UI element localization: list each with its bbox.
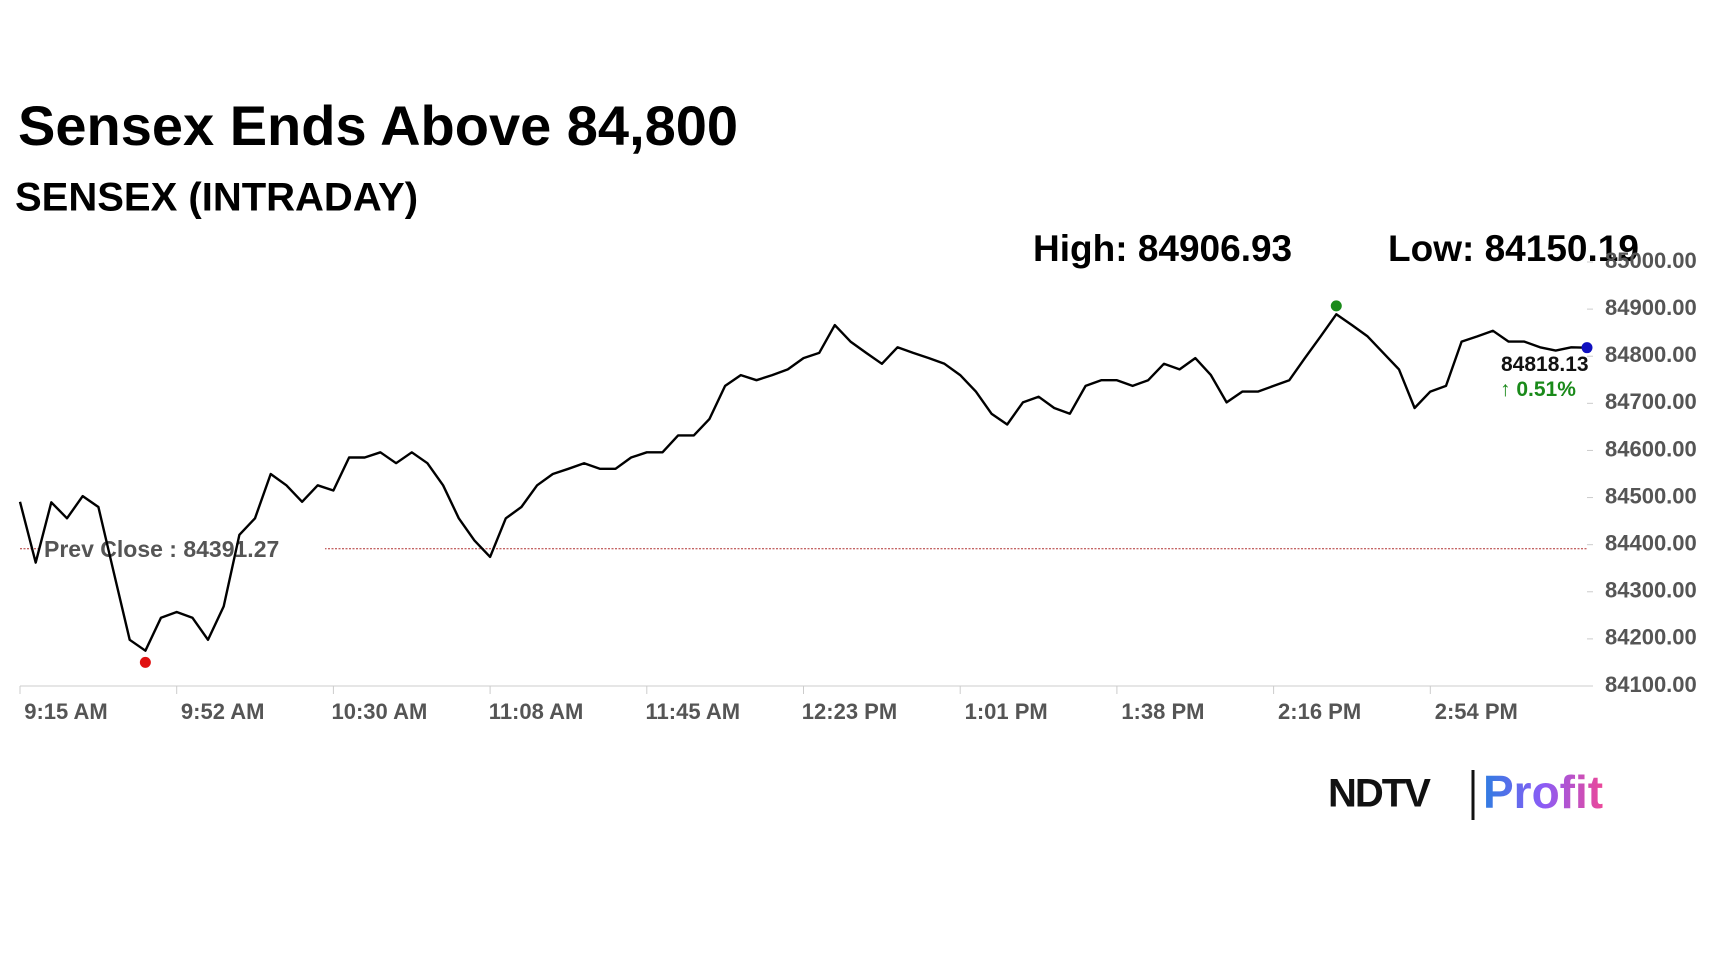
last-value-label: 84818.13 bbox=[1501, 353, 1589, 376]
high-value: 84906.93 bbox=[1138, 228, 1292, 269]
prev-close-value: 84391.27 bbox=[183, 536, 279, 562]
low-label: Low: bbox=[1388, 228, 1474, 269]
last-marker bbox=[1581, 342, 1593, 354]
y-tick-label: 84600.00 bbox=[1605, 436, 1697, 461]
y-tick-label: 84100.00 bbox=[1605, 672, 1697, 697]
prev-close-bg bbox=[40, 532, 325, 565]
high-text: High: 84906.93 bbox=[1033, 228, 1292, 269]
chart-subtitle: SENSEX (INTRADAY) bbox=[15, 176, 418, 220]
x-tick-label: 11:08 AM bbox=[489, 699, 584, 724]
logo: NDTV Profit bbox=[1328, 766, 1603, 820]
x-tick-label: 9:15 AM bbox=[24, 699, 108, 724]
x-tick-label: 2:16 PM bbox=[1278, 699, 1361, 724]
change-label: ↑ 0.51% bbox=[1500, 378, 1576, 401]
x-tick-label: 12:23 PM bbox=[802, 699, 897, 724]
y-tick-label: 84800.00 bbox=[1605, 342, 1697, 367]
low-value: 84150.19 bbox=[1485, 228, 1639, 269]
y-tick-label: 84400.00 bbox=[1605, 530, 1697, 555]
x-tick-label: 11:45 AM bbox=[646, 699, 741, 724]
price-line bbox=[18, 313, 1588, 652]
low-marker bbox=[139, 656, 151, 668]
chart-title: Sensex Ends Above 84,800 bbox=[18, 94, 738, 157]
x-tick-label: 10:30 AM bbox=[332, 699, 428, 724]
y-tick-label: 84700.00 bbox=[1605, 389, 1697, 414]
x-tick-label: 2:54 PM bbox=[1435, 699, 1518, 724]
high-marker bbox=[1330, 300, 1342, 312]
y-tick-label: 84500.00 bbox=[1605, 483, 1697, 508]
y-tick-label: 84900.00 bbox=[1605, 295, 1697, 320]
logo-brand: NDTV bbox=[1328, 772, 1431, 816]
low-text: Low: 84150.19 bbox=[1388, 228, 1639, 269]
prev-close-text: Prev Close : 84391.27 bbox=[44, 536, 279, 562]
y-tick-label: 84200.00 bbox=[1605, 625, 1697, 650]
x-tick-label: 9:52 AM bbox=[181, 699, 265, 724]
y-tick-label: 85000.00 bbox=[1605, 248, 1697, 273]
high-label: High: bbox=[1033, 228, 1128, 269]
y-tick-label: 84300.00 bbox=[1605, 578, 1697, 603]
x-tick-label: 1:38 PM bbox=[1121, 699, 1204, 724]
logo-product: Profit bbox=[1483, 766, 1603, 818]
x-tick-label: 1:01 PM bbox=[965, 699, 1048, 724]
